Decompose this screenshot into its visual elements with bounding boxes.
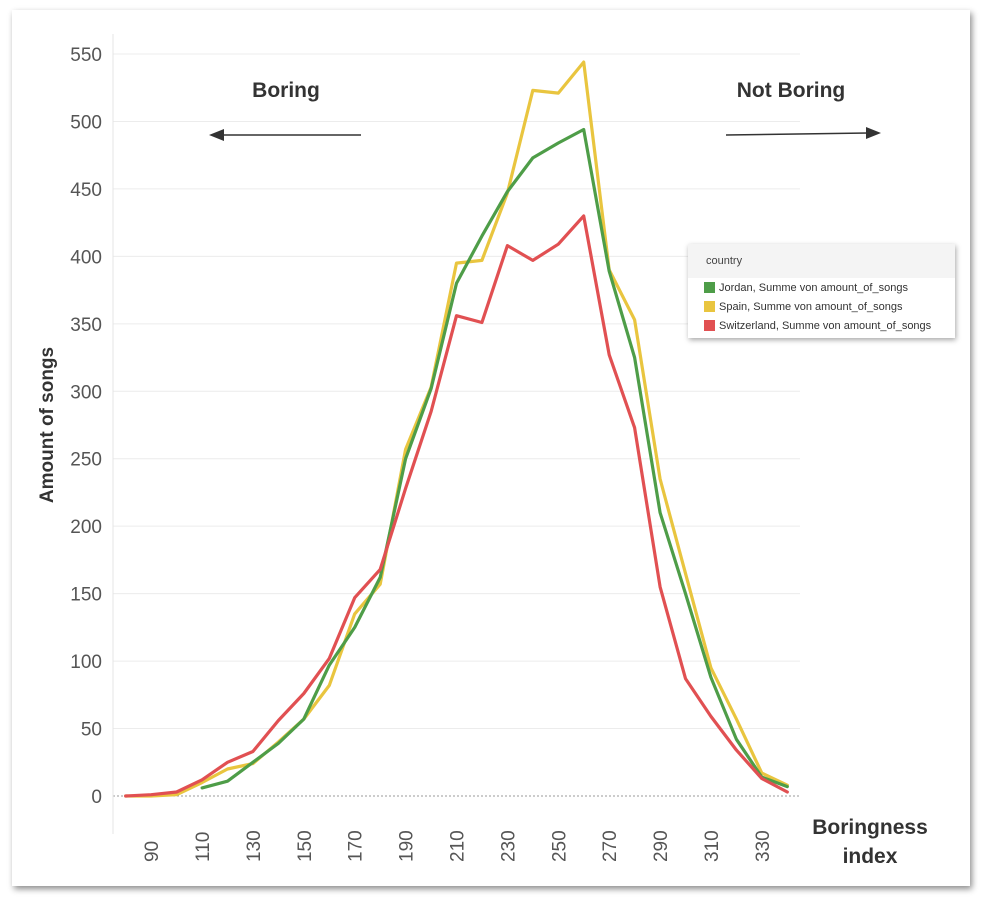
y-tick-label: 250 <box>70 450 102 471</box>
x-axis-title-line2: index <box>843 845 898 868</box>
y-tick-label: 100 <box>70 652 102 673</box>
x-tick-label: 290 <box>651 830 672 862</box>
x-tick-label: 90 <box>142 841 163 862</box>
arrow-left-icon <box>209 129 361 141</box>
y-tick-label: 50 <box>81 720 102 741</box>
x-tick-label: 150 <box>295 830 316 862</box>
x-tick-label: 230 <box>498 830 519 862</box>
legend-swatch <box>704 301 715 312</box>
legend-item[interactable]: Jordan, Summe von amount_of_songs <box>688 278 955 297</box>
x-axis-ticks: 90 110 130 150 170 190 210 230 250 270 290 310 330 <box>142 830 774 862</box>
y-tick-label: 500 <box>70 112 102 133</box>
x-tick-label: 110 <box>193 832 214 862</box>
series-line <box>124 60 789 798</box>
y-axis-title: Amount of songs <box>37 347 58 503</box>
legend-swatch <box>704 282 715 293</box>
legend-label: Jordan, Summe von amount_of_songs <box>719 281 908 294</box>
legend-label: Switzerland, Summe von amount_of_songs <box>719 319 932 332</box>
y-tick-label: 450 <box>70 180 102 201</box>
y-tick-label: 350 <box>70 315 102 336</box>
x-tick-label: 310 <box>702 830 723 862</box>
series-line <box>124 214 789 798</box>
legend-label: Spain, Summe von amount_of_songs <box>719 300 903 313</box>
arrow-right-icon <box>725 127 881 139</box>
x-axis-title-line1: Boringness <box>812 816 928 839</box>
y-tick-label: 550 <box>70 45 102 66</box>
series-line <box>200 127 789 790</box>
y-tick-label: 200 <box>70 517 102 538</box>
gridlines <box>112 34 800 834</box>
series-lines <box>124 60 789 798</box>
y-tick-label: 400 <box>70 247 102 268</box>
x-tick-label: 250 <box>549 830 570 862</box>
x-tick-label: 170 <box>346 830 367 862</box>
x-tick-label: 210 <box>448 830 469 862</box>
x-tick-label: 270 <box>600 830 621 862</box>
y-tick-label: 300 <box>70 382 102 403</box>
legend-swatch <box>704 320 715 331</box>
annotation-not-boring: Not Boring <box>737 79 845 102</box>
x-tick-label: 330 <box>753 830 774 862</box>
legend-item[interactable]: Spain, Summe von amount_of_songs <box>688 297 955 316</box>
chart-card <box>12 10 970 886</box>
y-axis-ticks: 0 50 100 150 200 250 300 350 400 450 500 550 <box>70 45 102 808</box>
annotation-boring: Boring <box>252 79 320 102</box>
legend-item[interactable]: Switzerland, Summe von amount_of_songs <box>688 316 955 335</box>
y-tick-label: 150 <box>70 585 102 606</box>
legend[interactable]: country Jordan, Summe von amount_of_song… <box>688 244 955 338</box>
legend-title: country <box>688 244 955 278</box>
y-tick-label: 0 <box>91 787 102 808</box>
x-tick-label: 130 <box>244 830 265 862</box>
x-tick-label: 190 <box>397 830 418 862</box>
